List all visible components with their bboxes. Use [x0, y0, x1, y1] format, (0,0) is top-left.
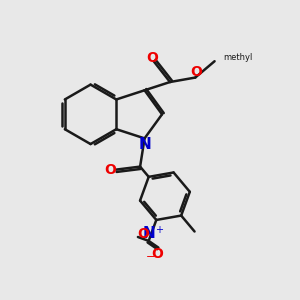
Text: O: O [190, 65, 202, 79]
Text: N: N [139, 137, 152, 152]
Text: −: − [146, 252, 155, 262]
Text: +: + [155, 225, 163, 235]
Text: methyl: methyl [223, 53, 252, 62]
Text: O: O [104, 163, 116, 177]
Text: O: O [137, 227, 149, 241]
Text: N: N [142, 226, 155, 241]
Text: O: O [146, 51, 158, 64]
Text: O: O [151, 247, 163, 261]
